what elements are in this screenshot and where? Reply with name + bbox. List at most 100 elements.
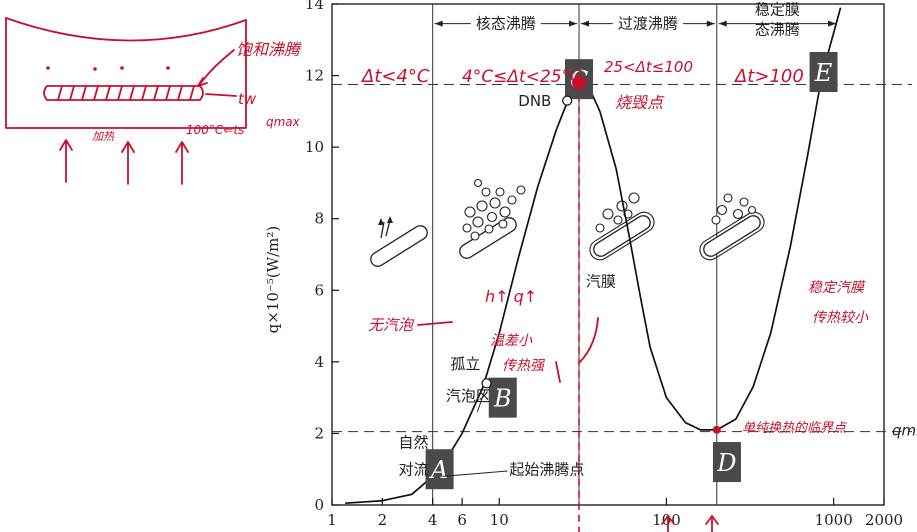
hw-bracket — [555, 361, 561, 383]
vapor-bubble — [602, 208, 614, 220]
vapor-bubble — [486, 211, 498, 223]
vapor-bubble — [628, 192, 640, 204]
vapor-bubble — [476, 200, 488, 212]
vapor-bubble — [484, 224, 494, 234]
hw-transfer-small: 传热较小 — [812, 310, 869, 326]
hw-no-bubble: 无汽泡 — [368, 316, 415, 334]
pool-boiling-sketch: 饱和沸腾 tw 加热 100°C⇐ts qmax — [5, 17, 302, 185]
vapor-bubble — [499, 206, 511, 218]
y-tick-label-0: 0 — [314, 496, 324, 514]
hw-bottom-arrow-1 — [661, 515, 675, 532]
region-label-bg-0 — [470, 12, 541, 33]
region-label-0: 核态沸腾 — [476, 15, 536, 33]
x-tick-label-2000: 2000 — [865, 511, 903, 529]
point-label-D: D — [716, 449, 736, 477]
dnb-marker — [562, 95, 573, 106]
point-box-E — [809, 51, 838, 92]
vessel-outline — [5, 17, 247, 129]
heater-tube — [43, 85, 204, 101]
y-tick-label-8: 8 — [314, 210, 324, 228]
y-tick-label-10: 10 — [305, 138, 324, 156]
hw-range-3: 25<Δt≤100 — [604, 58, 693, 76]
vapor-bubble — [472, 216, 484, 228]
point-label-E: E — [814, 59, 833, 87]
hw-h-up-q-up: h↑ q↑ — [485, 287, 537, 306]
x-tick-label-1000: 1000 — [815, 511, 853, 529]
tube-illustration — [699, 211, 765, 261]
y-axis-ticks: 0 2 4 6 8 10 12 14 — [305, 0, 339, 514]
boiling-curve-line — [345, 7, 842, 505]
isolated-bubble-label-2: 汽泡区 — [446, 387, 491, 405]
vapor-bubble — [464, 206, 476, 218]
region-label-1: 过渡沸腾 — [618, 15, 678, 33]
y-axis-label: q×10⁻⁵(W/m²) — [264, 226, 282, 334]
liquid-surface — [5, 17, 247, 42]
vapor-bubble — [495, 187, 505, 197]
region-label-line2-2: 态沸腾 — [755, 20, 800, 38]
vapor-bubble — [613, 215, 623, 225]
region-label-2: 稳定膜 — [755, 1, 800, 19]
hw-burnout: 烧毁点 — [615, 93, 665, 112]
vapor-bubble — [498, 219, 508, 229]
vapor-bubble — [723, 193, 733, 203]
x-tick-label-1: 1 — [327, 511, 337, 529]
hw-transfer-strong: 传热强 — [502, 358, 546, 374]
bubble-dots — [46, 66, 170, 71]
heating-arrows — [59, 139, 189, 185]
x-tick-label-4: 4 — [428, 511, 438, 529]
x-tick-label-6: 6 — [457, 511, 467, 529]
vapor-bubble — [489, 197, 501, 209]
onset-boiling-leader — [442, 470, 508, 477]
label-tw: tw — [238, 90, 257, 108]
convection-arrowheads — [378, 216, 393, 225]
label-qmax-sketch: qmax — [266, 115, 301, 129]
hw-no-bubble-arrow — [417, 321, 453, 326]
vapor-bubble — [462, 223, 472, 233]
vapor-bubble — [739, 197, 749, 207]
pointer-arrow-saturated — [199, 49, 235, 85]
label-heating: 加热 — [92, 130, 115, 143]
vapor-bubble — [473, 178, 483, 188]
x-tick-label-100: 100 — [652, 511, 681, 529]
x-tick-label-2: 2 — [378, 511, 388, 529]
y-tick-label-6: 6 — [314, 281, 324, 299]
point-box-B — [488, 377, 517, 418]
y-tick-label-12: 12 — [305, 67, 324, 85]
vapor-bubble — [481, 187, 491, 197]
onset-boiling-label: 起始沸腾点 — [509, 461, 584, 479]
hw-range-2: 4°C≤Δt<25°C — [462, 67, 582, 87]
label-saturated-boiling: 饱和沸腾 — [236, 40, 302, 59]
tube-illustration — [459, 217, 517, 259]
vapor-bubble — [595, 223, 605, 233]
reference-lines: qmin — [332, 84, 917, 440]
natural-convection-label: 自然 — [399, 434, 429, 452]
qmin-label: qmin — [892, 422, 917, 440]
tube-illustration — [370, 225, 428, 267]
vapor-bubble — [732, 208, 744, 220]
hw-range-1: Δt<4°C — [360, 66, 430, 87]
vapor-bubble — [711, 215, 721, 225]
isolated-bubble-label: 孤立 — [450, 355, 480, 373]
vapor-film-label: 汽膜 — [586, 273, 616, 291]
hw-swoosh — [579, 317, 599, 363]
region-label-bg-1 — [612, 12, 683, 33]
y-tick-label-4: 4 — [314, 353, 324, 371]
dnb-label: DNB — [518, 92, 551, 110]
burnout-point-dot — [572, 75, 587, 90]
vapor-bubble — [507, 195, 517, 205]
hw-bottom-arrow-2 — [705, 515, 719, 532]
hw-temp-small: 温差小 — [490, 333, 533, 349]
vapor-bubble — [516, 185, 526, 195]
vapor-bubble — [747, 205, 757, 215]
hw-range-4: Δt>100 — [733, 66, 804, 87]
x-axis-ticks: 1 2 4 6 10 100 1000 2000 — [327, 498, 903, 529]
point-box-D — [712, 442, 741, 483]
label-ts: 100°C⇐ts — [186, 123, 244, 137]
min-point-dot — [712, 425, 721, 434]
point-box-A — [425, 449, 454, 490]
hw-min-point: 单纯换热的临界点 — [742, 421, 848, 436]
isolated-bubble-marker — [481, 378, 492, 389]
